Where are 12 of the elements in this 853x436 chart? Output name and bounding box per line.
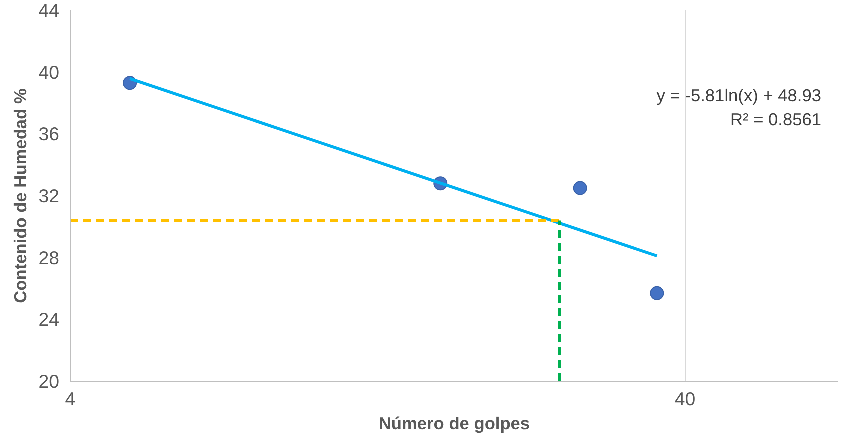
y-axis-title: Contenido de Humedad %: [10, 88, 31, 304]
annotation: R² = 0.8561: [730, 110, 822, 130]
annotation: y = -5.81ln(x) + 48.93: [656, 86, 822, 106]
y-tick-label: 36: [38, 124, 60, 145]
y-tick-label: 24: [38, 309, 60, 330]
y-tick-label: 20: [38, 371, 60, 392]
y-tick-label: 40: [38, 62, 60, 83]
x-tick-label: 4: [65, 388, 76, 410]
y-tick-label: 28: [38, 247, 60, 268]
x-axis-title: Número de golpes: [378, 414, 530, 434]
y-tick-label: 44: [38, 0, 60, 21]
y-tick-label: 32: [38, 186, 60, 206]
